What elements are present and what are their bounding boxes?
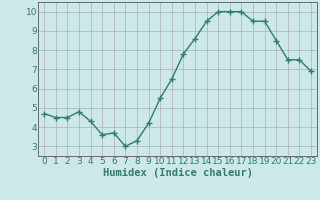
X-axis label: Humidex (Indice chaleur): Humidex (Indice chaleur): [103, 168, 252, 178]
